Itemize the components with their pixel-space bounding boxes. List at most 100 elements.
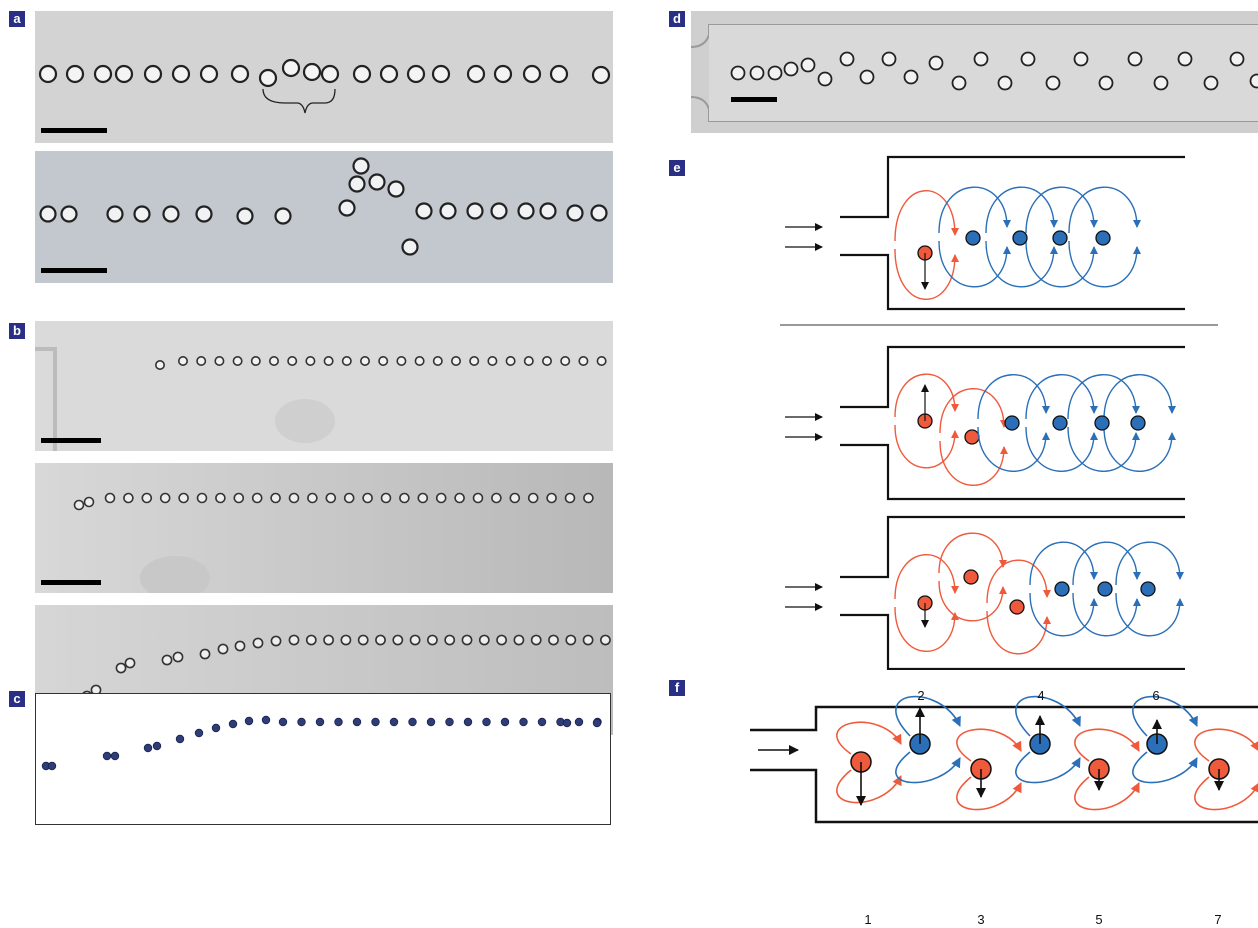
droplet (217, 643, 229, 655)
droplet (406, 64, 426, 84)
droplet (159, 492, 171, 504)
droplet (1095, 230, 1111, 246)
droplet (143, 743, 153, 753)
droplet (415, 202, 433, 220)
droplet (215, 492, 226, 504)
panel-e-diagrams (760, 150, 1220, 675)
droplet (749, 65, 765, 81)
droplet (124, 657, 136, 669)
droplet (302, 62, 322, 82)
droplet (1127, 51, 1143, 67)
droplet (973, 51, 989, 67)
droplet (928, 55, 944, 71)
droplet (730, 65, 746, 81)
droplet (278, 717, 288, 727)
droplet (110, 751, 120, 761)
droplet (123, 492, 134, 504)
droplet (287, 355, 298, 366)
droplet (414, 355, 425, 366)
f-number-bottom-3: 5 (1095, 912, 1103, 927)
droplet (591, 65, 611, 85)
droplet (1098, 75, 1114, 91)
droplet (73, 499, 85, 511)
droplet (839, 51, 855, 67)
droplet (1097, 581, 1113, 597)
droplet (334, 717, 343, 727)
scale-bar (731, 97, 777, 102)
droplet (817, 71, 833, 87)
droplet (269, 355, 280, 366)
droplet (288, 634, 300, 646)
droplet (487, 355, 498, 366)
droplet (505, 355, 516, 366)
droplet (454, 492, 465, 504)
droplet (152, 741, 162, 751)
droplet (195, 205, 213, 223)
panel-b-image-1 (35, 321, 613, 451)
droplet (496, 634, 507, 646)
droplet (297, 717, 306, 727)
droplet (564, 492, 576, 504)
droplet (104, 492, 116, 504)
droplet (519, 717, 528, 727)
f-number-bottom-4: 7 (1214, 912, 1222, 927)
droplet (305, 355, 316, 366)
droplet (450, 355, 461, 366)
droplet (530, 634, 542, 646)
droplet (340, 634, 352, 646)
droplet (379, 64, 399, 84)
panel-c-simulation (35, 693, 611, 825)
droplet (378, 355, 389, 366)
droplet (1052, 415, 1068, 431)
droplet (783, 61, 799, 77)
droplet (1052, 230, 1068, 246)
droplet (375, 634, 386, 646)
droplet (281, 58, 301, 78)
droplet (527, 492, 539, 504)
scale-bar (41, 438, 101, 443)
droplet (1140, 581, 1156, 597)
droplet (493, 64, 513, 84)
droplet (305, 634, 317, 646)
droplet (252, 637, 264, 649)
droplet (325, 492, 337, 504)
droplet (596, 355, 607, 366)
droplet (566, 204, 584, 222)
droplet (178, 492, 189, 504)
droplet (143, 64, 163, 84)
droplet (1249, 73, 1258, 89)
droplet (233, 492, 245, 504)
droplet (435, 492, 447, 504)
droplet (472, 492, 484, 504)
droplet (60, 205, 78, 223)
droplet (583, 492, 594, 504)
f-number-top-3: 6 (1152, 688, 1160, 703)
droplet (199, 64, 219, 84)
droplet (380, 492, 392, 504)
droplet (1004, 415, 1020, 431)
droplet (549, 64, 569, 84)
droplet (469, 355, 480, 366)
droplet (997, 75, 1013, 91)
droplet (196, 355, 207, 366)
droplet (1203, 75, 1219, 91)
droplet (251, 492, 263, 504)
droplet (1009, 599, 1025, 615)
droplet (133, 205, 151, 223)
droplet (1153, 75, 1169, 91)
droplet (574, 717, 584, 727)
droplet (352, 157, 370, 175)
droplet (767, 65, 783, 81)
droplet (106, 205, 124, 223)
droplet (234, 640, 246, 652)
droplet (399, 492, 410, 504)
droplet (1094, 415, 1110, 431)
droplet (513, 634, 525, 646)
droplet (565, 634, 577, 646)
droplet (396, 355, 407, 366)
droplet (562, 718, 572, 728)
panel-d-image (691, 11, 1258, 133)
droplet (114, 64, 134, 84)
droplet (409, 634, 421, 646)
droplet (965, 230, 981, 246)
